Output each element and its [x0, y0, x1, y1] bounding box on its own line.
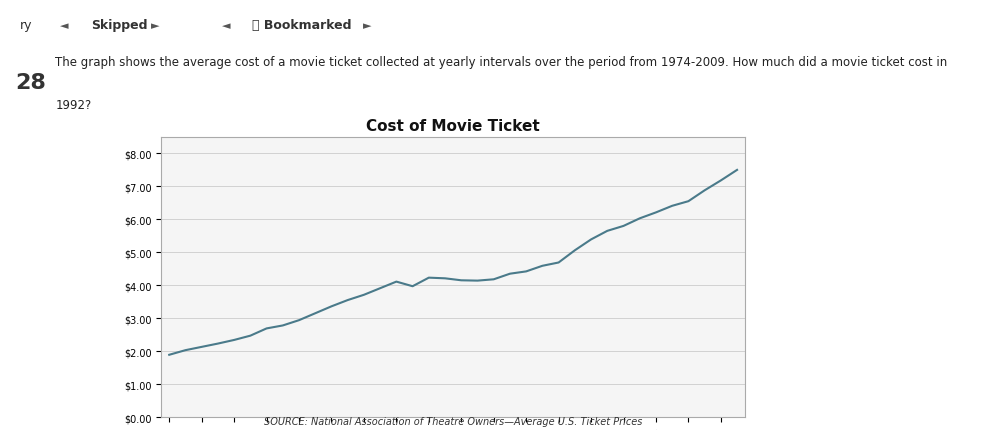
Text: 28: 28: [15, 73, 46, 93]
Text: SOURCE: National Association of Theatre Owners—Average U.S. Ticket Prices: SOURCE: National Association of Theatre …: [264, 416, 642, 426]
Text: Skipped: Skipped: [91, 19, 147, 32]
Text: ►: ►: [151, 21, 159, 31]
Text: ◄: ◄: [60, 21, 68, 31]
Text: 1992?: 1992?: [55, 99, 92, 112]
Text: ►: ►: [363, 21, 371, 31]
Text: 🔖 Bookmarked: 🔖 Bookmarked: [252, 19, 351, 32]
Text: The graph shows the average cost of a movie ticket collected at yearly intervals: The graph shows the average cost of a mo…: [55, 56, 948, 69]
Title: Cost of Movie Ticket: Cost of Movie Ticket: [367, 119, 540, 134]
Text: ◄: ◄: [222, 21, 230, 31]
Text: ry: ry: [20, 19, 32, 32]
